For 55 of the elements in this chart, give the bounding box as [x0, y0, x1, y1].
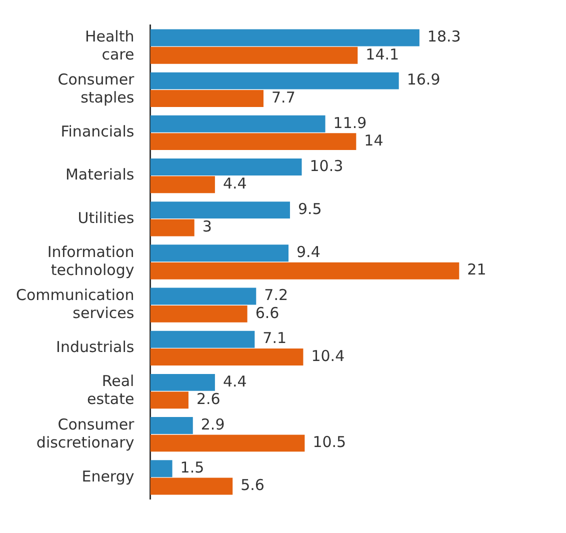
data-label: 3	[202, 218, 212, 236]
data-label: 18.3	[427, 28, 461, 46]
data-label: 2.9	[200, 415, 225, 434]
bar	[150, 90, 264, 107]
data-label: 4.4	[222, 174, 247, 193]
data-label: 10.4	[311, 346, 345, 365]
bar	[150, 72, 399, 90]
data-label: 11.9	[333, 114, 367, 132]
data-label: 2.6	[196, 390, 220, 408]
bar	[150, 305, 248, 322]
data-label: 10.5	[312, 433, 346, 452]
data-label: 7.7	[272, 88, 296, 106]
data-label: 1.5	[180, 458, 204, 477]
bar	[150, 219, 194, 236]
data-label: 14	[364, 131, 384, 150]
y-tick-label: Real estate	[86, 372, 134, 408]
bar	[150, 46, 358, 64]
y-tick-label: Consumer staples	[58, 70, 136, 107]
data-label: 4.4	[222, 372, 247, 390]
y-tick-label: Financials	[60, 122, 134, 141]
y-tick-label: Health care	[84, 27, 134, 64]
y-tick-label: Utilities	[78, 208, 134, 227]
y-tick-label: Consumer discretionary	[36, 415, 136, 452]
bar	[150, 460, 172, 478]
data-label: 9.4	[296, 243, 320, 262]
data-label: 21	[467, 260, 486, 279]
bar	[150, 202, 290, 219]
data-label: 10.3	[310, 156, 344, 175]
bar	[150, 348, 304, 366]
data-label: 9.5	[298, 200, 322, 218]
bar	[150, 115, 326, 132]
bar	[150, 176, 215, 194]
y-tick-label: Information technology	[47, 242, 134, 279]
data-label: 6.6	[255, 304, 280, 322]
data-label: 5.6	[240, 476, 264, 494]
bar	[150, 244, 289, 262]
bar	[150, 288, 256, 305]
bar	[150, 133, 356, 150]
bar	[150, 158, 302, 176]
bar	[150, 330, 255, 348]
bar	[150, 417, 193, 434]
y-tick-label: Communication services	[16, 286, 134, 322]
y-tick-label: Materials	[65, 166, 134, 184]
bar	[150, 29, 420, 46]
data-label: 7.2	[264, 286, 288, 304]
y-tick-label: Industrials	[56, 338, 134, 356]
data-label: 14.1	[366, 45, 400, 64]
bar	[150, 374, 215, 391]
data-label: 16.9	[406, 70, 440, 89]
data-label: 7.1	[262, 329, 287, 348]
bar	[150, 478, 233, 495]
bar	[150, 262, 460, 280]
bar	[150, 434, 305, 452]
bar	[150, 392, 188, 409]
y-tick-label: Energy	[82, 467, 134, 486]
